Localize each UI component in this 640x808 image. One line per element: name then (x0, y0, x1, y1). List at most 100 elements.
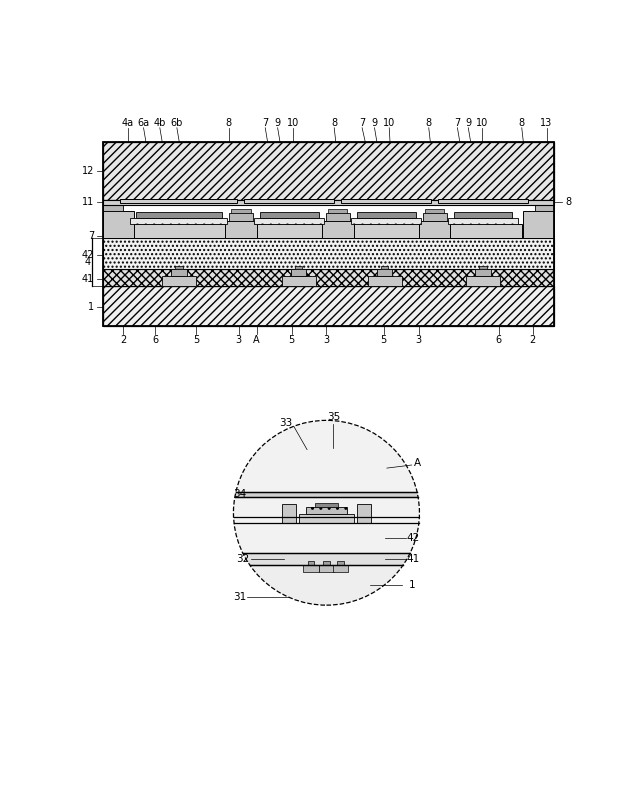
Text: 9: 9 (275, 118, 281, 128)
Bar (294, 267, 303, 269)
Bar (381, 267, 388, 269)
Bar (305, 507, 348, 514)
Bar (254, 218, 324, 224)
Text: 13: 13 (540, 118, 553, 128)
Text: 41: 41 (406, 554, 420, 564)
Bar (175, 267, 183, 269)
Bar (348, 224, 425, 238)
Bar (476, 269, 491, 276)
Text: 7: 7 (454, 118, 461, 128)
Text: 5: 5 (381, 335, 387, 344)
Text: 8: 8 (565, 197, 572, 208)
Bar (377, 269, 392, 276)
Bar (103, 141, 554, 326)
Text: 42: 42 (81, 250, 94, 260)
Bar (291, 269, 307, 276)
Bar (282, 276, 316, 285)
Text: 9: 9 (465, 118, 471, 128)
Bar (225, 221, 257, 238)
Text: 4: 4 (84, 257, 91, 267)
Bar (356, 503, 371, 523)
Text: 9: 9 (371, 118, 378, 128)
Bar (454, 213, 513, 218)
Bar (535, 204, 554, 211)
Bar (250, 224, 328, 238)
Bar (103, 233, 554, 238)
Text: 42: 42 (406, 533, 420, 543)
Bar (303, 565, 319, 572)
Bar (234, 565, 419, 605)
Text: 10: 10 (287, 118, 300, 128)
Text: 31: 31 (233, 592, 246, 603)
Text: 12: 12 (81, 166, 94, 176)
Text: 7: 7 (359, 118, 365, 128)
Bar (422, 213, 447, 221)
Bar (319, 565, 334, 572)
Bar (351, 218, 421, 224)
Bar (524, 211, 554, 238)
Bar (337, 561, 344, 565)
Bar (234, 420, 419, 523)
Bar (120, 199, 237, 204)
Bar (234, 553, 419, 565)
Bar (136, 213, 222, 218)
Text: 6b: 6b (171, 118, 183, 128)
Bar (103, 141, 554, 200)
Bar (244, 199, 334, 204)
Text: 10: 10 (476, 118, 488, 128)
Text: 2: 2 (120, 335, 127, 344)
Bar (479, 267, 487, 269)
Bar (448, 218, 518, 224)
Bar (231, 209, 250, 213)
Bar (103, 200, 554, 204)
Bar (260, 213, 319, 218)
Bar (444, 224, 522, 238)
Bar (323, 561, 330, 565)
Text: 32: 32 (236, 554, 250, 564)
Bar (103, 269, 554, 286)
Text: 6: 6 (495, 335, 502, 344)
Text: A: A (414, 458, 422, 469)
Text: 41: 41 (82, 274, 94, 284)
Bar (234, 420, 419, 605)
Bar (300, 514, 353, 523)
Bar (367, 276, 402, 285)
Bar (103, 211, 134, 238)
Text: 5: 5 (289, 335, 294, 344)
Text: 1: 1 (408, 580, 415, 590)
Bar (234, 523, 419, 553)
Bar (326, 213, 349, 221)
Bar (282, 503, 296, 523)
Text: 7: 7 (262, 118, 268, 128)
Bar (328, 209, 348, 213)
Text: 6: 6 (152, 335, 158, 344)
Bar (234, 492, 419, 497)
Text: 5: 5 (193, 335, 200, 344)
Text: 4b: 4b (154, 118, 166, 128)
Bar (127, 224, 231, 238)
Text: 11: 11 (82, 197, 94, 208)
Text: 7: 7 (88, 230, 94, 241)
Text: 34: 34 (233, 489, 246, 499)
Text: 8: 8 (426, 118, 432, 128)
Text: 6a: 6a (138, 118, 150, 128)
Bar (356, 213, 415, 218)
Text: A: A (253, 335, 260, 344)
Text: 33: 33 (280, 418, 292, 427)
Bar (103, 286, 554, 326)
Bar (162, 276, 196, 285)
Text: 8: 8 (518, 118, 525, 128)
Bar (131, 218, 227, 224)
Bar (419, 221, 451, 238)
Text: 8: 8 (331, 118, 337, 128)
Bar (322, 221, 353, 238)
Bar (341, 199, 431, 204)
Bar (172, 269, 187, 276)
Text: 3: 3 (323, 335, 330, 344)
Bar (229, 213, 253, 221)
Text: 3: 3 (236, 335, 242, 344)
Bar (333, 565, 348, 572)
Text: 2: 2 (529, 335, 536, 344)
Bar (438, 199, 528, 204)
Bar (103, 238, 554, 269)
